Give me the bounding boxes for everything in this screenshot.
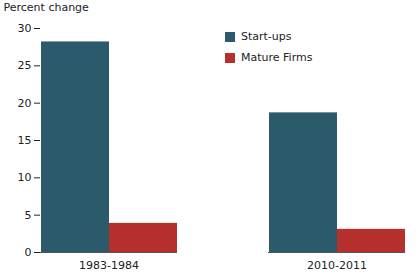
svg-text:5: 5 — [25, 209, 32, 222]
svg-text:0: 0 — [25, 246, 32, 259]
svg-text:30: 30 — [18, 22, 32, 35]
svg-text:20: 20 — [18, 97, 32, 110]
html-text:Mature Firms: Mature Firms — [241, 51, 313, 64]
svg-text:2010-2011: 2010-2011 — [307, 259, 367, 272]
svg-text:1983-1984: 1983-1984 — [79, 259, 139, 272]
svg-text:25: 25 — [18, 59, 32, 72]
html-text:Start-ups: Start-ups — [241, 30, 292, 43]
svg-text:Percent change: Percent change — [4, 1, 90, 14]
svg-text:15: 15 — [18, 134, 32, 147]
svg-text:10: 10 — [18, 171, 32, 184]
